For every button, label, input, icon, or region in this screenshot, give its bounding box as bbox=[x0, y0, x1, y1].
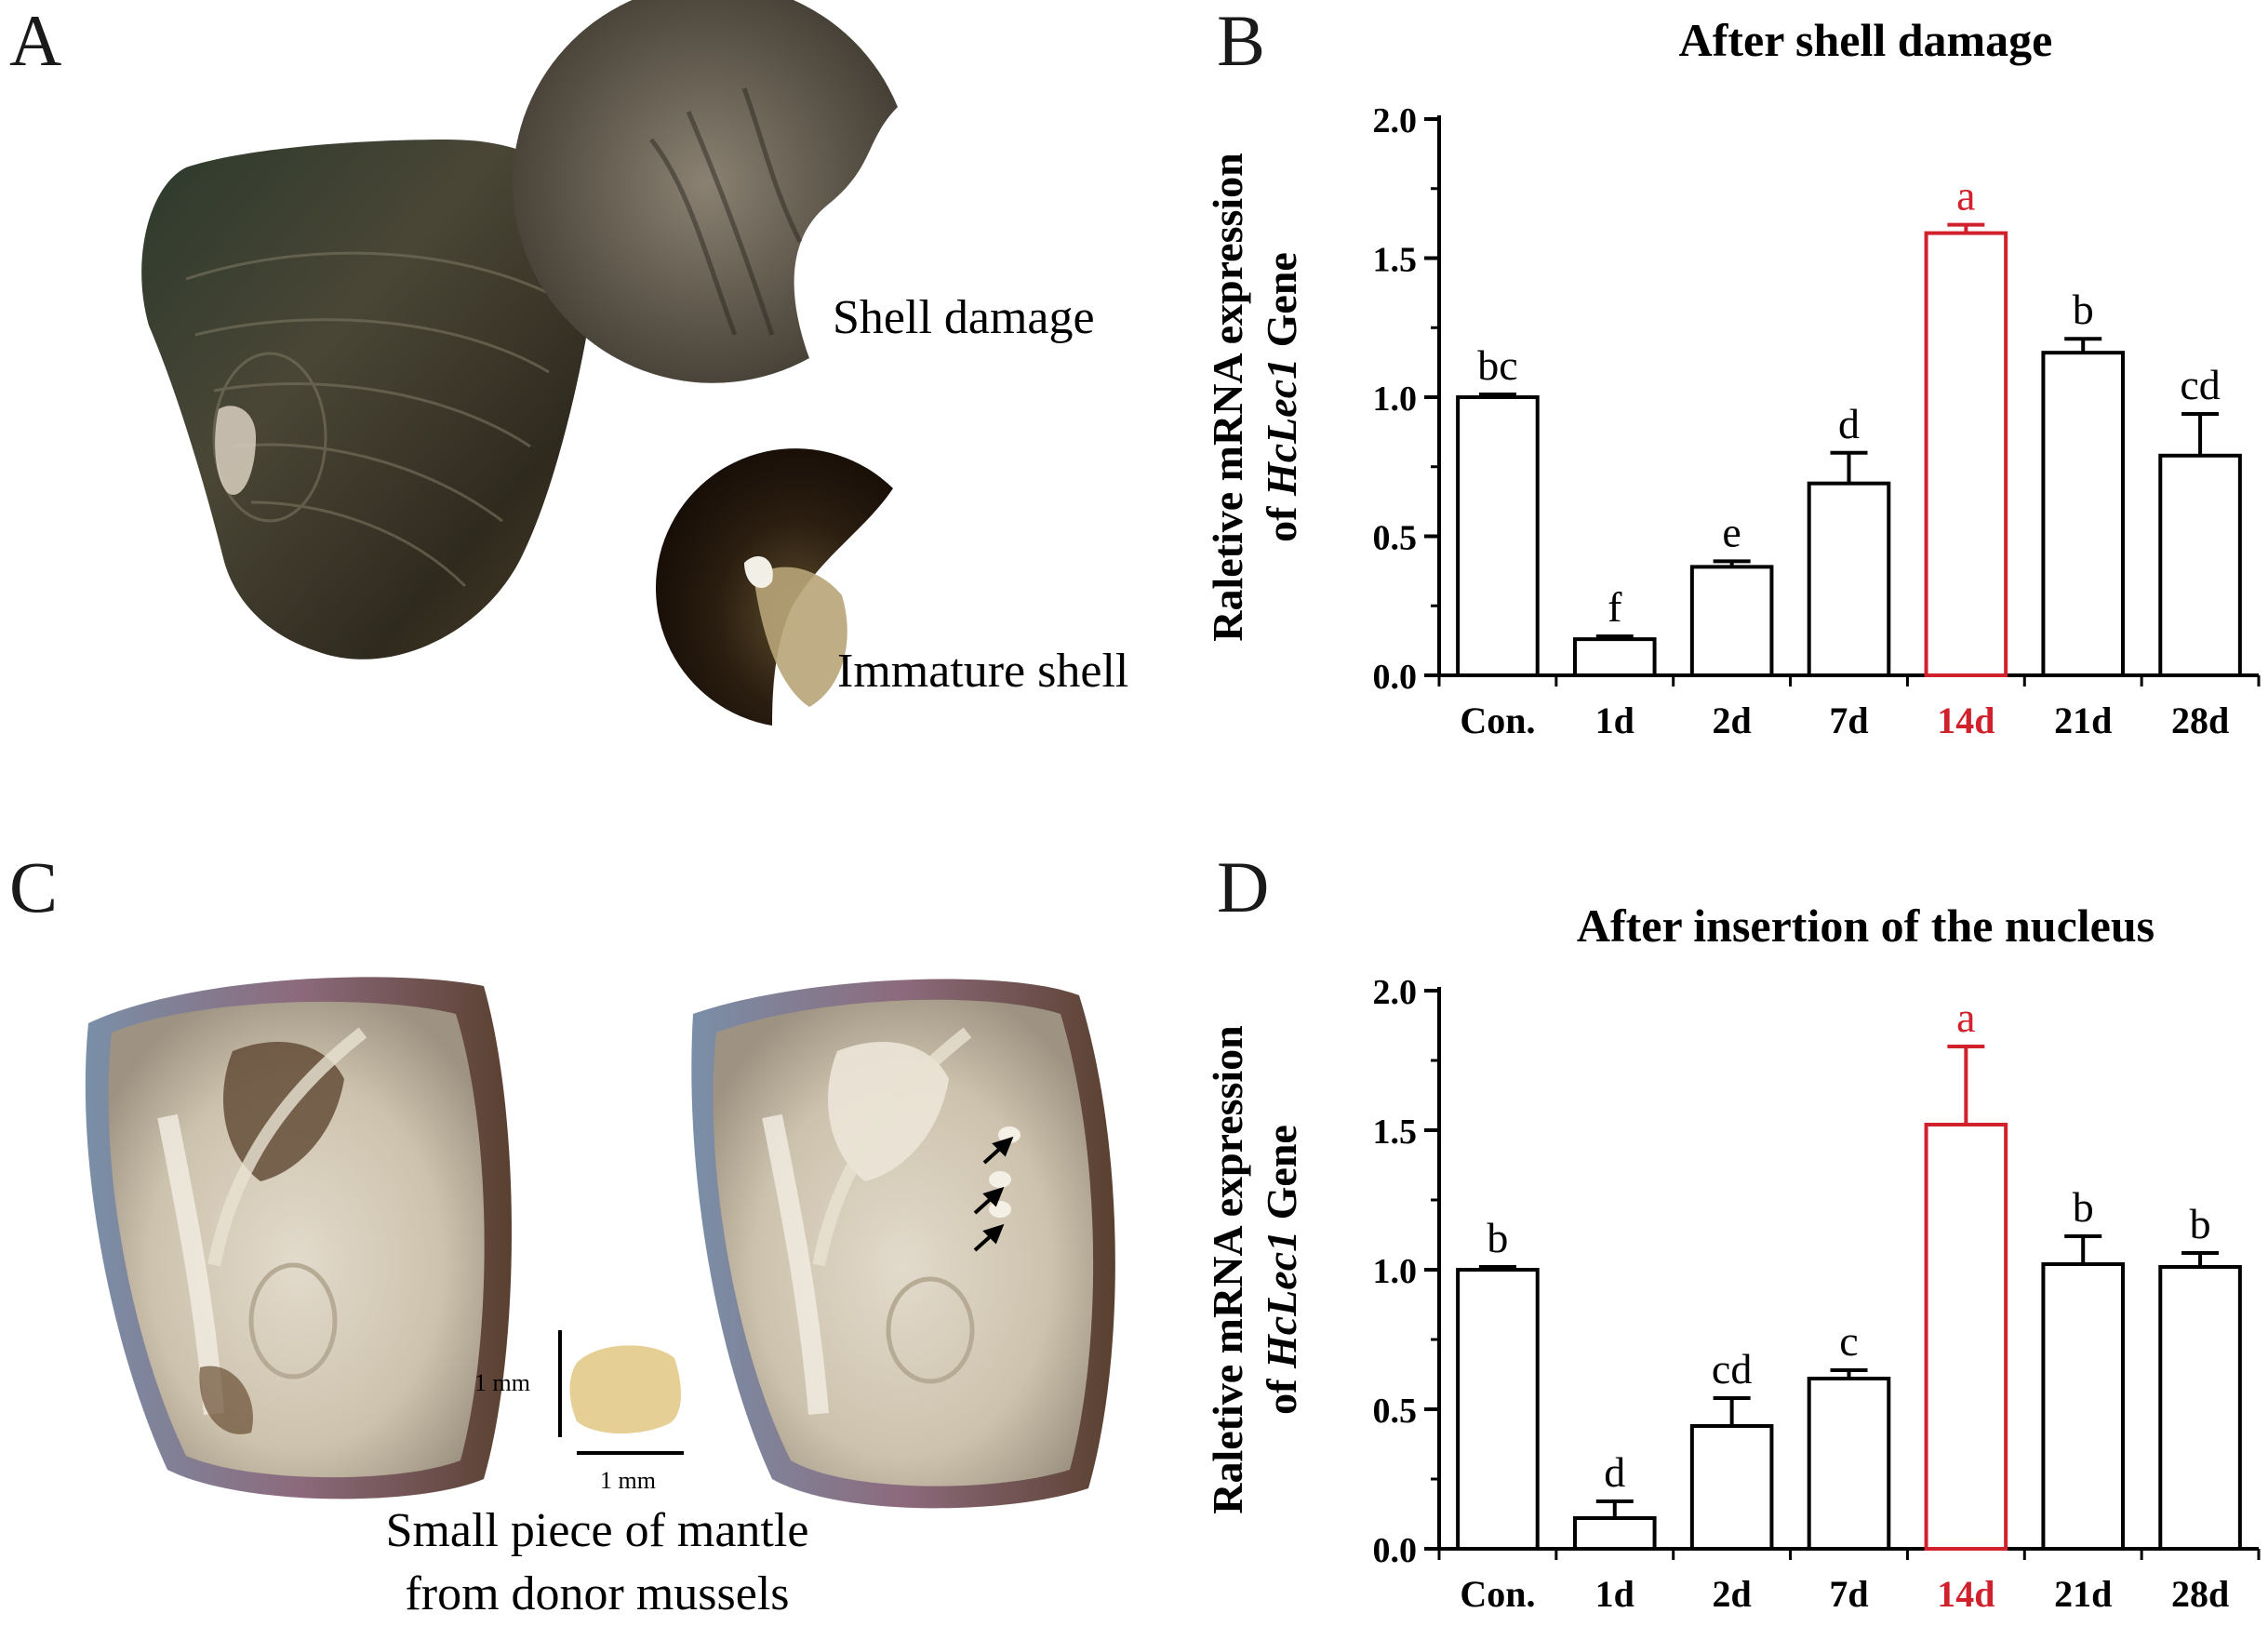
chart1-bar bbox=[1572, 1516, 1657, 1551]
chart1-ylabel-gene: HcLec1 bbox=[1258, 1231, 1305, 1369]
chart1-sig-letter: b bbox=[1487, 1214, 1508, 1261]
chart0-ytick-label: 0.5 bbox=[1373, 519, 1418, 558]
inserted-graft-2 bbox=[989, 1171, 1011, 1188]
panel-a-letter: A bbox=[9, 0, 61, 81]
immature-shell-white-spot bbox=[744, 555, 773, 589]
chart0-sig-letter: a bbox=[1956, 172, 1975, 220]
chart0-sig-letter: e bbox=[1722, 508, 1741, 555]
chart1-sig-letter: c bbox=[1839, 1317, 1858, 1365]
panel-b-chart: B After shell damage Raletive mRNA expres… bbox=[1207, 0, 2261, 741]
chart1-ylabel-line1: Raletive mRNA expression bbox=[1207, 1025, 1251, 1514]
mantle-caption-line2: from donor mussels bbox=[405, 1567, 789, 1620]
chart0-bar bbox=[1924, 231, 2008, 677]
chart0-ylabel-line2: of HcLec1 Gene bbox=[1258, 252, 1305, 542]
chart0-category-label: 7d bbox=[1829, 700, 1868, 741]
chart1-sig-letter: d bbox=[1604, 1448, 1625, 1496]
chart0-sig-letter: b bbox=[2073, 286, 2094, 333]
chart0-bar bbox=[2041, 351, 2126, 677]
chart1-ytick-label: 1.5 bbox=[1373, 1113, 1418, 1152]
chart1-category-label: 14d bbox=[1937, 1573, 1995, 1615]
chart1-sig-letter: a bbox=[1956, 993, 1975, 1041]
shell-damage-photo bbox=[513, 0, 898, 383]
graft-arrow-3-head bbox=[982, 1223, 1005, 1245]
chart0-sig-letter: cd bbox=[2180, 361, 2220, 408]
chart0-bar bbox=[1572, 637, 1657, 678]
panel-c: C 1 mm 1 mm Small piece of mantle from d… bbox=[9, 846, 1115, 1620]
chart0-category-label: 14d bbox=[1937, 700, 1995, 741]
chart1-bar bbox=[1456, 1268, 1540, 1551]
immature-shell-label: Immature shell bbox=[837, 645, 1128, 698]
chart1-category-label: Con. bbox=[1460, 1573, 1535, 1615]
chart0-ylabel-line1: Raletive mRNA expression bbox=[1207, 153, 1251, 642]
chart1-ytick-label: 1.0 bbox=[1373, 1252, 1418, 1291]
graft-arrow-2-head bbox=[982, 1186, 1005, 1207]
mantle-caption-line1: Small piece of mantle bbox=[386, 1504, 809, 1557]
chart0-bar bbox=[2158, 453, 2242, 678]
shell-damage-label: Shell damage bbox=[833, 291, 1095, 344]
chart1-bar bbox=[2041, 1262, 2126, 1551]
chart0-category-label: 2d bbox=[1713, 700, 1752, 741]
chart1-ytick-label: 2.0 bbox=[1373, 973, 1418, 1012]
chart0-sig-letter: d bbox=[1838, 400, 1860, 447]
chart0-bar bbox=[1456, 395, 1540, 677]
chart0-ylabel-line2-pre: of bbox=[1258, 496, 1305, 542]
chart1-ylabel-line2-post: Gene bbox=[1258, 1125, 1305, 1231]
panel-d-chart: D After insertion of the nucleus Raletive… bbox=[1207, 846, 2261, 1615]
chart0-ytick-label: 1.5 bbox=[1373, 241, 1418, 280]
chart0-category-label: 1d bbox=[1595, 700, 1634, 741]
panel-b-letter: B bbox=[1217, 0, 1265, 81]
scale-label-vertical: 1 mm bbox=[474, 1369, 530, 1396]
chart1-ytick-label: 0.0 bbox=[1373, 1531, 1418, 1570]
chart0-ytick-label: 1.0 bbox=[1373, 380, 1418, 419]
chart0-category-label: 28d bbox=[2171, 700, 2229, 741]
immature-shell-fragment bbox=[754, 566, 847, 707]
chart0-sig-letter: f bbox=[1608, 583, 1622, 631]
chart1-category-label: 7d bbox=[1829, 1573, 1868, 1615]
chart1-bar bbox=[1807, 1377, 1891, 1551]
panel-c-letter: C bbox=[9, 846, 58, 927]
chart0-ylabel-gene: HcLec1 bbox=[1258, 358, 1305, 497]
chart1-category-label: 21d bbox=[2054, 1573, 2112, 1615]
panel-a: A Shell damage Immature shell bbox=[9, 0, 1128, 726]
chart1-sig-letter: b bbox=[2190, 1200, 2211, 1247]
chart0-ytick-label: 2.0 bbox=[1373, 101, 1418, 140]
chart0-bar bbox=[1689, 565, 1774, 678]
mantle-piece-photo bbox=[569, 1345, 681, 1434]
chart1-category-label: 1d bbox=[1595, 1573, 1634, 1615]
chart0-ylabel-line2-post: Gene bbox=[1258, 252, 1305, 358]
chart1-sig-letter: b bbox=[2073, 1183, 2094, 1231]
shell-umbo-highlight bbox=[215, 406, 256, 495]
chart1-category-label: 28d bbox=[2171, 1573, 2229, 1615]
inserted-graft-3 bbox=[989, 1201, 1011, 1218]
chart1-sig-letter: cd bbox=[1712, 1345, 1752, 1393]
chart1-ytick-label: 0.5 bbox=[1373, 1392, 1418, 1431]
chart0-category-label: 21d bbox=[2054, 700, 2112, 741]
shell-damage-texture bbox=[649, 87, 803, 336]
chart1-title: After insertion of the nucleus bbox=[1577, 900, 2155, 952]
chart1-bar bbox=[1924, 1123, 2008, 1551]
opened-mussel-right-photo bbox=[691, 979, 1115, 1509]
chart0-ytick-label: 0.0 bbox=[1373, 658, 1418, 697]
chart1-ylabel-line2: of HcLec1 Gene bbox=[1258, 1125, 1305, 1415]
inserted-graft-1 bbox=[998, 1126, 1021, 1143]
chart0-category-label: Con. bbox=[1460, 700, 1535, 741]
panel-d-letter: D bbox=[1217, 846, 1269, 927]
chart0-bar bbox=[1807, 481, 1891, 677]
scale-label-horizontal: 1 mm bbox=[600, 1467, 656, 1494]
chart1-bar bbox=[1689, 1424, 1774, 1551]
opened-mussel-left-photo bbox=[85, 977, 513, 1499]
graft-arrows bbox=[973, 1136, 1014, 1252]
shell-growth-rings bbox=[185, 251, 559, 588]
chart0-sig-letter: bc bbox=[1477, 341, 1517, 389]
chart1-bar bbox=[2158, 1265, 2242, 1551]
graft-arrow-1-head bbox=[992, 1136, 1014, 1157]
chart1-ylabel-line2-pre: of bbox=[1258, 1368, 1305, 1415]
chart1-category-label: 2d bbox=[1713, 1573, 1752, 1615]
chart0-title: After shell damage bbox=[1679, 14, 2053, 66]
